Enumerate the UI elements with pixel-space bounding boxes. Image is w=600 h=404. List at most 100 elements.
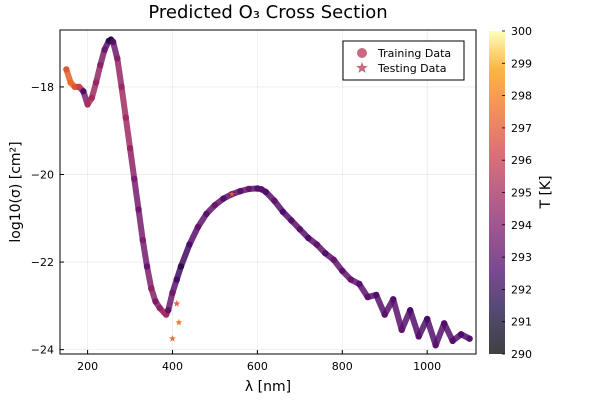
training-data-point	[280, 209, 286, 215]
training-data-point	[288, 217, 294, 223]
colorbar-tick-label: 298	[511, 90, 532, 103]
training-data-point	[89, 95, 95, 101]
chart-title: Predicted O₃ Cross Section	[148, 2, 387, 23]
training-data-point	[441, 320, 447, 326]
training-data-point	[148, 285, 154, 291]
training-curve-segment	[122, 87, 126, 118]
colorbar-tick-label: 300	[511, 25, 532, 38]
legend-label-training: Training Data	[377, 47, 451, 60]
colorbar-tick-label: 297	[511, 122, 532, 135]
x-tick-label: 800	[332, 360, 353, 373]
colorbar-tick-label: 290	[511, 348, 532, 361]
training-data-point	[84, 101, 90, 107]
y-tick-label: −22	[31, 256, 54, 269]
training-data-point	[110, 39, 116, 45]
colorbar-ticks: 290 291 292 293 294 295 296 297 298 299 300	[502, 25, 532, 361]
training-data-point	[399, 327, 405, 333]
training-data-point	[220, 195, 226, 201]
training-data-point	[246, 186, 252, 192]
training-data-point	[123, 114, 129, 120]
training-data-point	[314, 241, 320, 247]
training-data-point	[237, 188, 243, 194]
training-data-point	[424, 316, 430, 322]
training-curve-segment	[130, 148, 134, 179]
x-tick-label: 200	[77, 360, 98, 373]
y-tick-label: −20	[31, 168, 54, 181]
training-data-point	[203, 211, 209, 217]
training-data-point	[373, 292, 379, 298]
legend-circle-marker	[357, 48, 367, 58]
colorbar-tick-label: 294	[511, 219, 532, 232]
legend-label-testing: Testing Data	[377, 62, 446, 75]
training-data-point	[118, 84, 124, 90]
colorbar-tick-label: 296	[511, 154, 532, 167]
training-data-point	[127, 145, 133, 151]
training-data-point	[93, 79, 99, 85]
training-data-point	[339, 268, 345, 274]
training-curve-segment	[143, 240, 147, 266]
training-data-point	[131, 176, 137, 182]
training-data-point	[263, 189, 269, 195]
colorbar-tick-label: 299	[511, 57, 532, 70]
training-data-point	[63, 66, 69, 72]
training-curve-segment	[117, 58, 121, 86]
y-tick-label: −18	[31, 81, 54, 94]
training-data-point	[165, 307, 171, 313]
training-data-point	[80, 88, 86, 94]
colorbar-tick-label: 293	[511, 251, 532, 264]
training-data-point	[271, 198, 277, 204]
testing-data-point	[175, 319, 182, 326]
y-axis: −24 −22 −20 −18	[31, 81, 64, 357]
training-data-point	[297, 226, 303, 232]
legend: Training Data Testing Data	[343, 41, 464, 80]
training-curve-segment	[147, 266, 151, 288]
x-axis: 200 400 600 800 1000	[77, 350, 441, 373]
training-data-point	[97, 62, 103, 68]
x-tick-label: 400	[162, 360, 183, 373]
training-data-point	[432, 342, 438, 348]
training-data-point	[114, 55, 120, 61]
training-data-point	[174, 276, 180, 282]
training-curve-segment	[134, 179, 138, 210]
training-data-point	[186, 241, 192, 247]
y-tick-label: −24	[31, 344, 54, 357]
colorbar-tick-label: 295	[511, 187, 532, 200]
training-data-point	[169, 290, 175, 296]
colorbar-tick-label: 291	[511, 316, 532, 329]
training-curve-segment	[181, 245, 189, 267]
training-data-point	[135, 206, 141, 212]
colorbar: 290 291 292 293 294 295 296 297 298 299 300 T [K]	[489, 25, 554, 361]
training-data-point	[382, 311, 388, 317]
training-data-point	[195, 224, 201, 230]
training-data-point	[305, 235, 311, 241]
training-data-point	[101, 47, 107, 53]
training-data-point	[322, 250, 328, 256]
training-data-point	[178, 263, 184, 269]
training-data-point	[356, 281, 362, 287]
training-data-point	[407, 307, 413, 313]
training-data-point	[449, 338, 455, 344]
training-data-point	[152, 298, 158, 304]
colorbar-label: T [K]	[538, 175, 554, 209]
training-data-point	[348, 276, 354, 282]
training-data-point	[458, 331, 464, 337]
training-data-point	[390, 296, 396, 302]
training-data-point	[212, 202, 218, 208]
x-tick-label: 1000	[413, 360, 441, 373]
data-points	[63, 36, 473, 348]
training-curve-segment	[139, 210, 143, 241]
training-curve-segment	[126, 118, 130, 149]
x-tick-label: 600	[247, 360, 268, 373]
training-data-point	[365, 294, 371, 300]
colorbar-tick-label: 292	[511, 283, 532, 296]
testing-data-point	[173, 300, 180, 307]
y-axis-label: log10(σ) [cm²]	[8, 141, 24, 242]
training-data-point	[144, 263, 150, 269]
training-data-point	[466, 335, 472, 341]
training-data-point	[331, 257, 337, 263]
x-axis-label: λ [nm]	[245, 379, 291, 395]
training-data-point	[415, 333, 421, 339]
training-data-point	[140, 237, 146, 243]
